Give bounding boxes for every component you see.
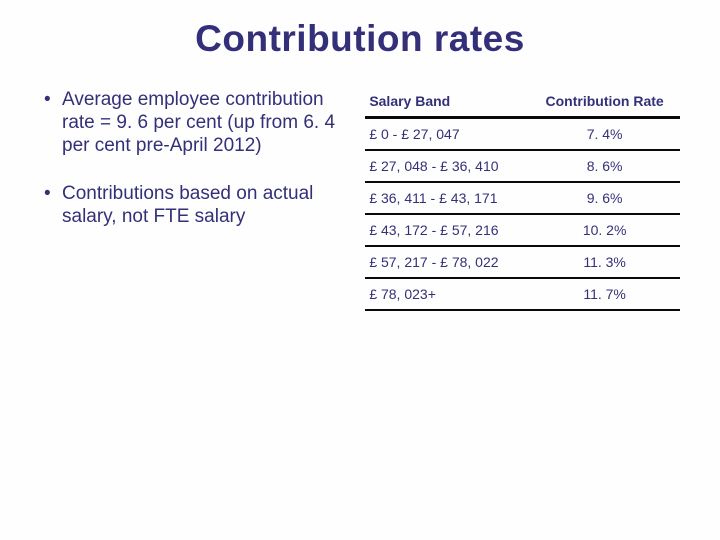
- contribution-table: Salary Band Contribution Rate £ 0 - £ 27…: [365, 88, 680, 311]
- cell-salary-band: £ 27, 048 - £ 36, 410: [365, 150, 529, 182]
- column-header-salary-band: Salary Band: [365, 88, 529, 118]
- table-header-row: Salary Band Contribution Rate: [365, 88, 680, 118]
- slide: Contribution rates Average employee cont…: [0, 0, 720, 540]
- table-row: £ 43, 172 - £ 57, 216 10. 2%: [365, 214, 680, 246]
- cell-salary-band: £ 78, 023+: [365, 278, 529, 310]
- cell-contribution-rate: 7. 4%: [529, 118, 680, 151]
- table-row: £ 36, 411 - £ 43, 171 9. 6%: [365, 182, 680, 214]
- cell-contribution-rate: 9. 6%: [529, 182, 680, 214]
- bullet-item: Average employee contribution rate = 9. …: [40, 88, 335, 158]
- cell-contribution-rate: 10. 2%: [529, 214, 680, 246]
- cell-salary-band: £ 57, 217 - £ 78, 022: [365, 246, 529, 278]
- cell-contribution-rate: 8. 6%: [529, 150, 680, 182]
- table-row: £ 0 - £ 27, 047 7. 4%: [365, 118, 680, 151]
- cell-contribution-rate: 11. 3%: [529, 246, 680, 278]
- cell-salary-band: £ 43, 172 - £ 57, 216: [365, 214, 529, 246]
- bullet-item: Contributions based on actual salary, no…: [40, 182, 335, 228]
- bullet-list: Average employee contribution rate = 9. …: [40, 88, 335, 311]
- table-row: £ 57, 217 - £ 78, 022 11. 3%: [365, 246, 680, 278]
- table-row: £ 78, 023+ 11. 7%: [365, 278, 680, 310]
- cell-contribution-rate: 11. 7%: [529, 278, 680, 310]
- table-row: £ 27, 048 - £ 36, 410 8. 6%: [365, 150, 680, 182]
- cell-salary-band: £ 36, 411 - £ 43, 171: [365, 182, 529, 214]
- contribution-table-wrap: Salary Band Contribution Rate £ 0 - £ 27…: [365, 88, 680, 311]
- page-title: Contribution rates: [40, 18, 680, 60]
- cell-salary-band: £ 0 - £ 27, 047: [365, 118, 529, 151]
- column-header-contribution-rate: Contribution Rate: [529, 88, 680, 118]
- content-row: Average employee contribution rate = 9. …: [40, 88, 680, 311]
